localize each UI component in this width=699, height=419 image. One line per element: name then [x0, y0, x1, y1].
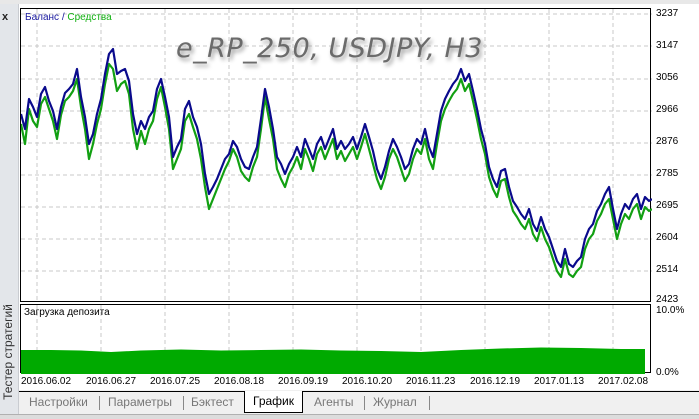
- tab-settings[interactable]: Настройки: [29, 395, 88, 409]
- x-tick: 2016.07.25: [150, 376, 201, 387]
- x-tick: 2017.01.13: [534, 376, 585, 387]
- balance-chart[interactable]: Баланс / Средства: [20, 8, 652, 303]
- deposit-load-svg: [21, 305, 645, 374]
- tab-separator: [429, 396, 430, 410]
- deposit-load-area: [21, 347, 645, 374]
- deposit-load-label: Загрузка депозита: [24, 307, 110, 318]
- tab-journal[interactable]: Журнал: [373, 395, 417, 409]
- deposit-load-chart[interactable]: Загрузка депозита: [20, 304, 651, 374]
- chart-legend: Баланс / Средства: [25, 12, 112, 23]
- x-tick: 2016.06.02: [21, 376, 72, 387]
- x-tick: 2016.09.19: [278, 376, 329, 387]
- y-tick: 2966: [656, 104, 679, 115]
- tab-separator: [364, 396, 365, 410]
- legend-balance: Баланс: [25, 12, 60, 23]
- tab-separator: [99, 396, 100, 410]
- x-tick: 2016.12.19: [470, 376, 521, 387]
- x-tick: 2016.06.27: [86, 376, 137, 387]
- tab-backtest[interactable]: Бэктест: [191, 395, 234, 409]
- y-tick: 2423: [656, 294, 679, 305]
- x-tick: 2016.11.23: [406, 376, 456, 387]
- tab-parameters[interactable]: Параметры: [108, 395, 172, 409]
- x-tick: 2016.10.20: [342, 376, 393, 387]
- balance-chart-svg: [21, 9, 652, 303]
- y-tick: 2785: [656, 168, 679, 179]
- y-tick: 2604: [656, 232, 679, 243]
- tester-tabs: Настройки Параметры Бэктест График Агент…: [19, 391, 699, 414]
- legend-separator: /: [59, 12, 68, 23]
- y-tick: 3237: [656, 8, 679, 19]
- deposit-axis-top: 10.0%: [656, 305, 685, 316]
- strategy-tester-label: Тестер стратегий: [1, 304, 15, 400]
- deposit-axis-bottom: 0.0%: [656, 367, 679, 378]
- balance-line: [21, 47, 652, 269]
- tab-separator: [183, 396, 184, 410]
- y-tick: 3056: [656, 72, 679, 83]
- y-tick: 2695: [656, 200, 679, 211]
- side-panel: x Тестер стратегий: [0, 4, 19, 416]
- x-tick: 2017.02.08: [598, 376, 649, 387]
- legend-equity: Средства: [67, 12, 112, 23]
- equity-line: [21, 62, 652, 279]
- window-bottom-border: [0, 414, 699, 419]
- chart-title: e_RP_250, USDJPY, H3: [176, 33, 483, 64]
- y-tick: 2876: [656, 136, 679, 147]
- tab-chart[interactable]: График: [244, 391, 303, 413]
- tab-agents[interactable]: Агенты: [314, 395, 354, 409]
- y-tick: 3147: [656, 40, 679, 51]
- x-tick: 2016.08.18: [214, 376, 265, 387]
- y-tick: 2514: [656, 264, 679, 275]
- close-icon[interactable]: x: [2, 11, 9, 23]
